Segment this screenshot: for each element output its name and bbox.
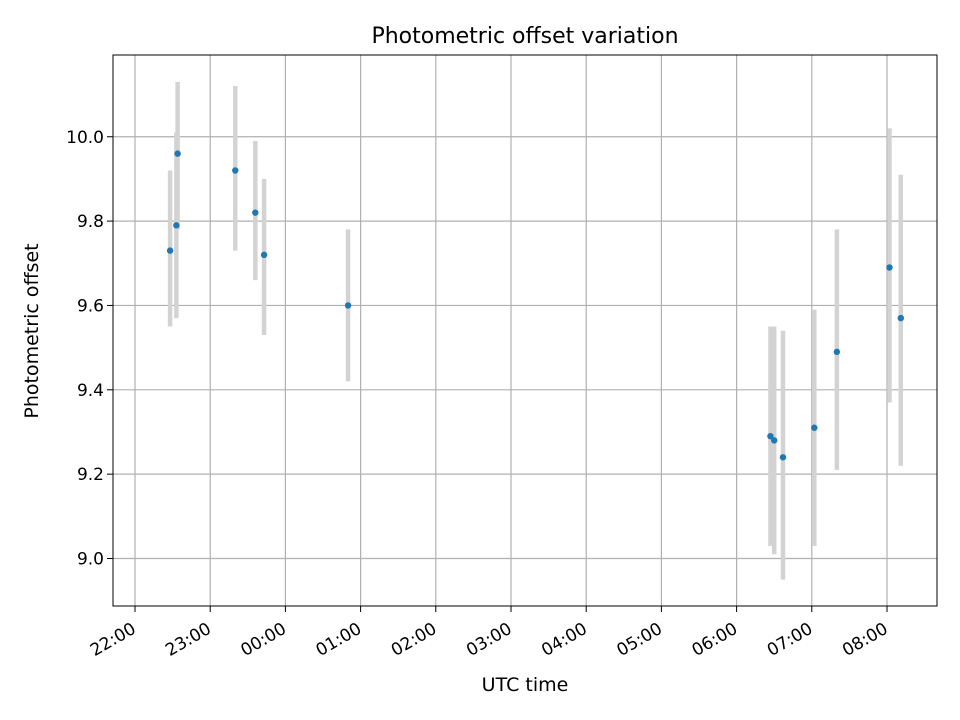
grid — [113, 55, 937, 606]
data-point — [779, 454, 787, 461]
y-tick-label: 9.2 — [77, 465, 104, 485]
y-axis-ticks: 9.0 9.2 9.4 9.6 9.8 10.0 — [66, 128, 113, 570]
data-point — [174, 150, 181, 157]
data-point — [886, 264, 893, 271]
data-point — [897, 314, 904, 322]
data-point — [260, 251, 268, 259]
data-point — [166, 247, 174, 254]
data-point — [344, 302, 352, 309]
plot-frame — [112, 54, 938, 607]
data-point — [771, 437, 778, 444]
y-tick-label: 10.0 — [66, 128, 104, 148]
y-axis-label: Photometric offset — [21, 243, 43, 418]
data-point — [232, 167, 239, 174]
data-points — [166, 150, 904, 461]
data-point — [833, 348, 841, 356]
y-tick-label: 9.8 — [77, 212, 104, 232]
chart-title: Photometric offset variation — [371, 24, 678, 49]
y-tick-label: 9.4 — [77, 381, 104, 401]
data-point — [767, 432, 774, 440]
data-point — [811, 424, 818, 431]
data-point — [252, 209, 259, 216]
y-tick-label: 9.6 — [77, 296, 104, 316]
data-point — [173, 222, 180, 229]
x-axis-label: UTC time — [482, 674, 569, 696]
y-tick-label: 9.0 — [77, 550, 104, 570]
